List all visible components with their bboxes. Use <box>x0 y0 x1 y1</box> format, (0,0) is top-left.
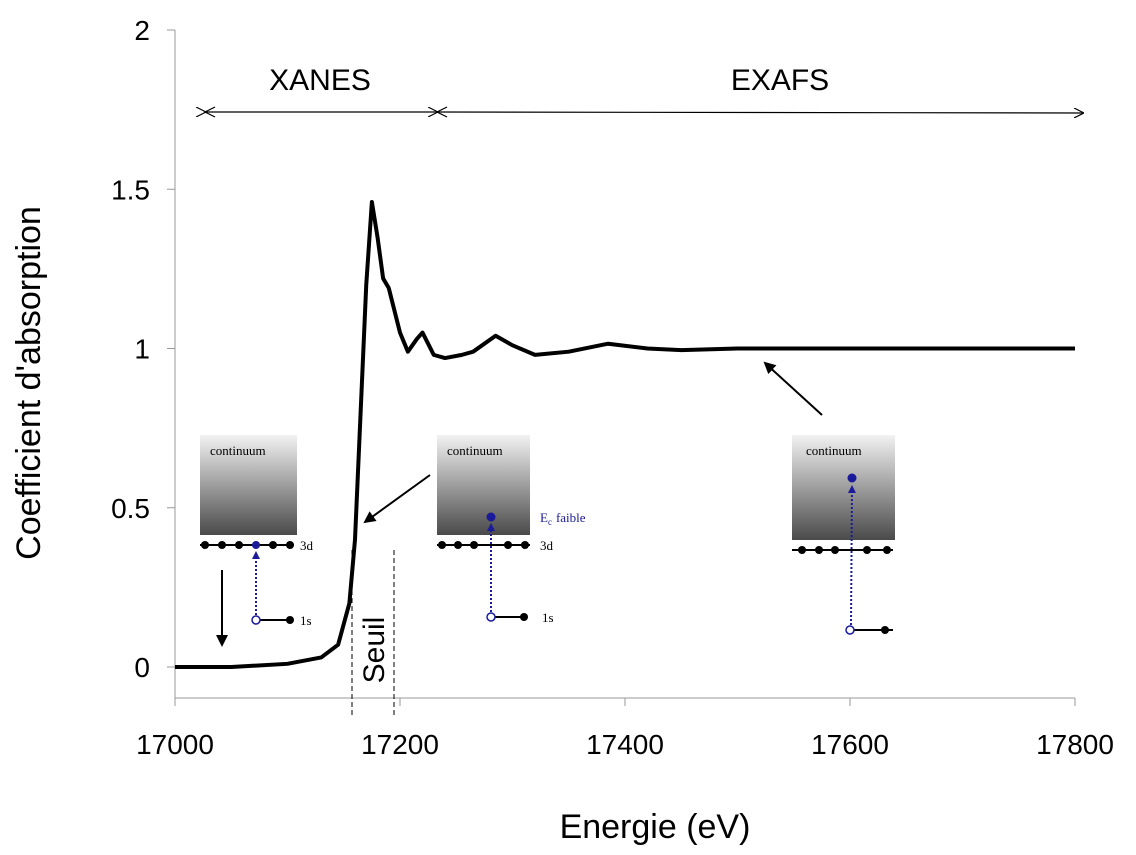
y-axis-label: Coefficient d'absorption <box>10 206 48 560</box>
energy-symbol: E <box>540 510 548 525</box>
x-tick-label: 17800 <box>1036 729 1114 760</box>
data-line <box>175 199 1075 669</box>
pointer-arrow <box>363 474 431 524</box>
inset: continuum 3d 1s <box>200 435 314 628</box>
inset: continuum 3d Ec faible 1s <box>437 435 586 625</box>
x-tick-label: 17400 <box>586 729 664 760</box>
y-tick-label: 2 <box>134 15 150 46</box>
x-tick-label: 17200 <box>361 729 439 760</box>
inset: continuum <box>792 435 895 635</box>
energy-label: Ec faible <box>540 510 586 527</box>
y-tick-label: 0 <box>134 652 150 683</box>
band-label: continuum <box>447 443 503 458</box>
energy-text: faible <box>556 510 586 525</box>
level-label: 3d <box>540 538 554 553</box>
level-label: 1s <box>542 610 554 625</box>
y-tick-label: 1.5 <box>111 174 150 205</box>
arrow-head <box>203 106 216 118</box>
y-tick-label: 1 <box>134 334 150 365</box>
band-label: continuum <box>806 443 862 458</box>
pointer-arrow <box>763 361 823 416</box>
band-label: continuum <box>210 443 266 458</box>
edge-label: Seuil <box>358 617 391 684</box>
level-label: 1s <box>300 613 312 628</box>
x-axis-label: Energie (eV) <box>560 808 751 846</box>
y-tick-label: 0.5 <box>111 493 150 524</box>
level-label: 3d <box>300 538 314 553</box>
region-label: XANES <box>269 64 371 97</box>
arrow-head <box>435 106 448 118</box>
x-tick-label: 17000 <box>136 729 214 760</box>
x-tick-label: 17600 <box>811 729 889 760</box>
region-label: EXAFS <box>731 64 829 97</box>
energy-subscript: c <box>548 517 552 527</box>
exafs-arrow <box>436 112 1083 113</box>
